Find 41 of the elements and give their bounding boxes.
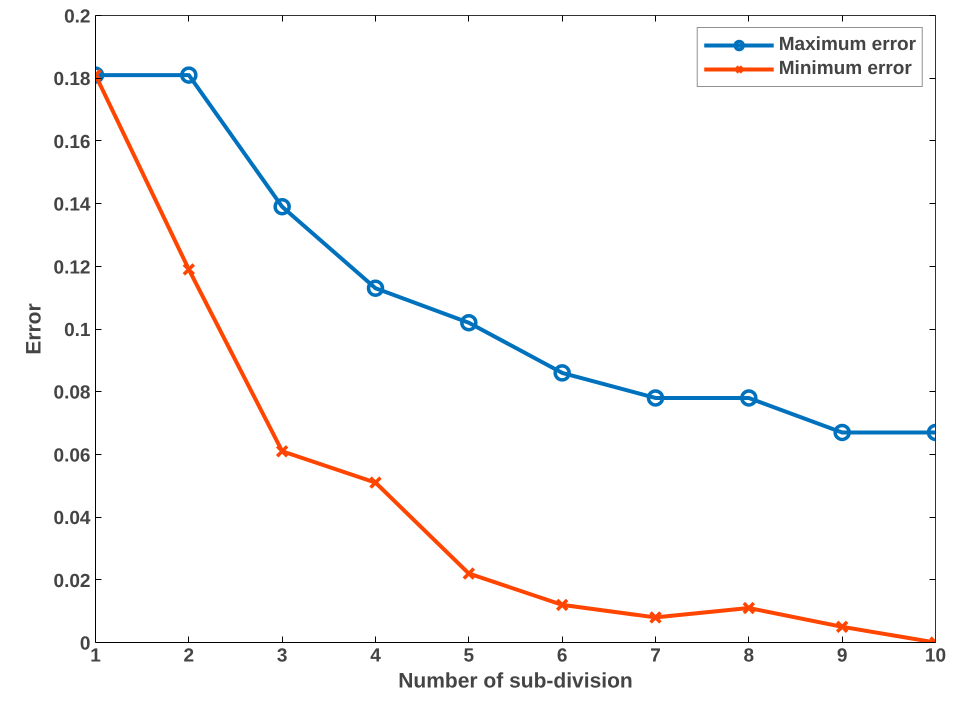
x-tick-label: 5 bbox=[464, 646, 475, 666]
point bbox=[462, 566, 476, 580]
point bbox=[180, 66, 198, 84]
point bbox=[646, 389, 664, 407]
point bbox=[366, 280, 384, 297]
y-tick-label: 0 bbox=[80, 634, 91, 654]
point bbox=[182, 262, 196, 276]
point bbox=[740, 389, 758, 407]
y-tick-label: 0.2 bbox=[64, 6, 91, 28]
point bbox=[648, 610, 662, 624]
y-tick-label: 0.1 bbox=[64, 320, 91, 341]
x-tick-label: 9 bbox=[836, 646, 848, 666]
y-tick-label: 0.18 bbox=[54, 69, 91, 90]
x-tick-label: 8 bbox=[744, 646, 754, 666]
x-tick-label: 6 bbox=[556, 646, 568, 666]
point bbox=[833, 424, 851, 442]
y-tick-label: 0.16 bbox=[54, 132, 91, 153]
point bbox=[555, 598, 569, 612]
x-tick-label: 3 bbox=[276, 646, 288, 666]
point bbox=[553, 364, 571, 382]
y-tick-label: 0.14 bbox=[54, 194, 91, 216]
y-tick-label: 0.06 bbox=[54, 445, 91, 466]
point bbox=[460, 314, 478, 332]
y-tick-label: 0.02 bbox=[54, 570, 91, 592]
legend-label: Maximum error bbox=[778, 34, 916, 56]
point bbox=[275, 444, 289, 458]
y-tick-label: 0.04 bbox=[54, 508, 91, 530]
point bbox=[368, 476, 382, 490]
x-tick-label: 2 bbox=[184, 646, 194, 666]
point bbox=[273, 198, 291, 216]
x-tick-label: 7 bbox=[650, 646, 661, 666]
x-tick-label: 10 bbox=[924, 646, 946, 666]
y-tick-label: 0.08 bbox=[54, 382, 91, 404]
x-tick-label: 4 bbox=[370, 646, 382, 666]
point bbox=[742, 601, 756, 615]
point bbox=[835, 620, 849, 634]
x-axis-title: Number of sub-division bbox=[398, 670, 633, 692]
legend-label: Minimum error bbox=[778, 58, 912, 80]
y-tick-label: 0.12 bbox=[54, 257, 91, 278]
y-axis-title: Error bbox=[22, 303, 46, 355]
x-tick-label: 1 bbox=[90, 646, 102, 666]
